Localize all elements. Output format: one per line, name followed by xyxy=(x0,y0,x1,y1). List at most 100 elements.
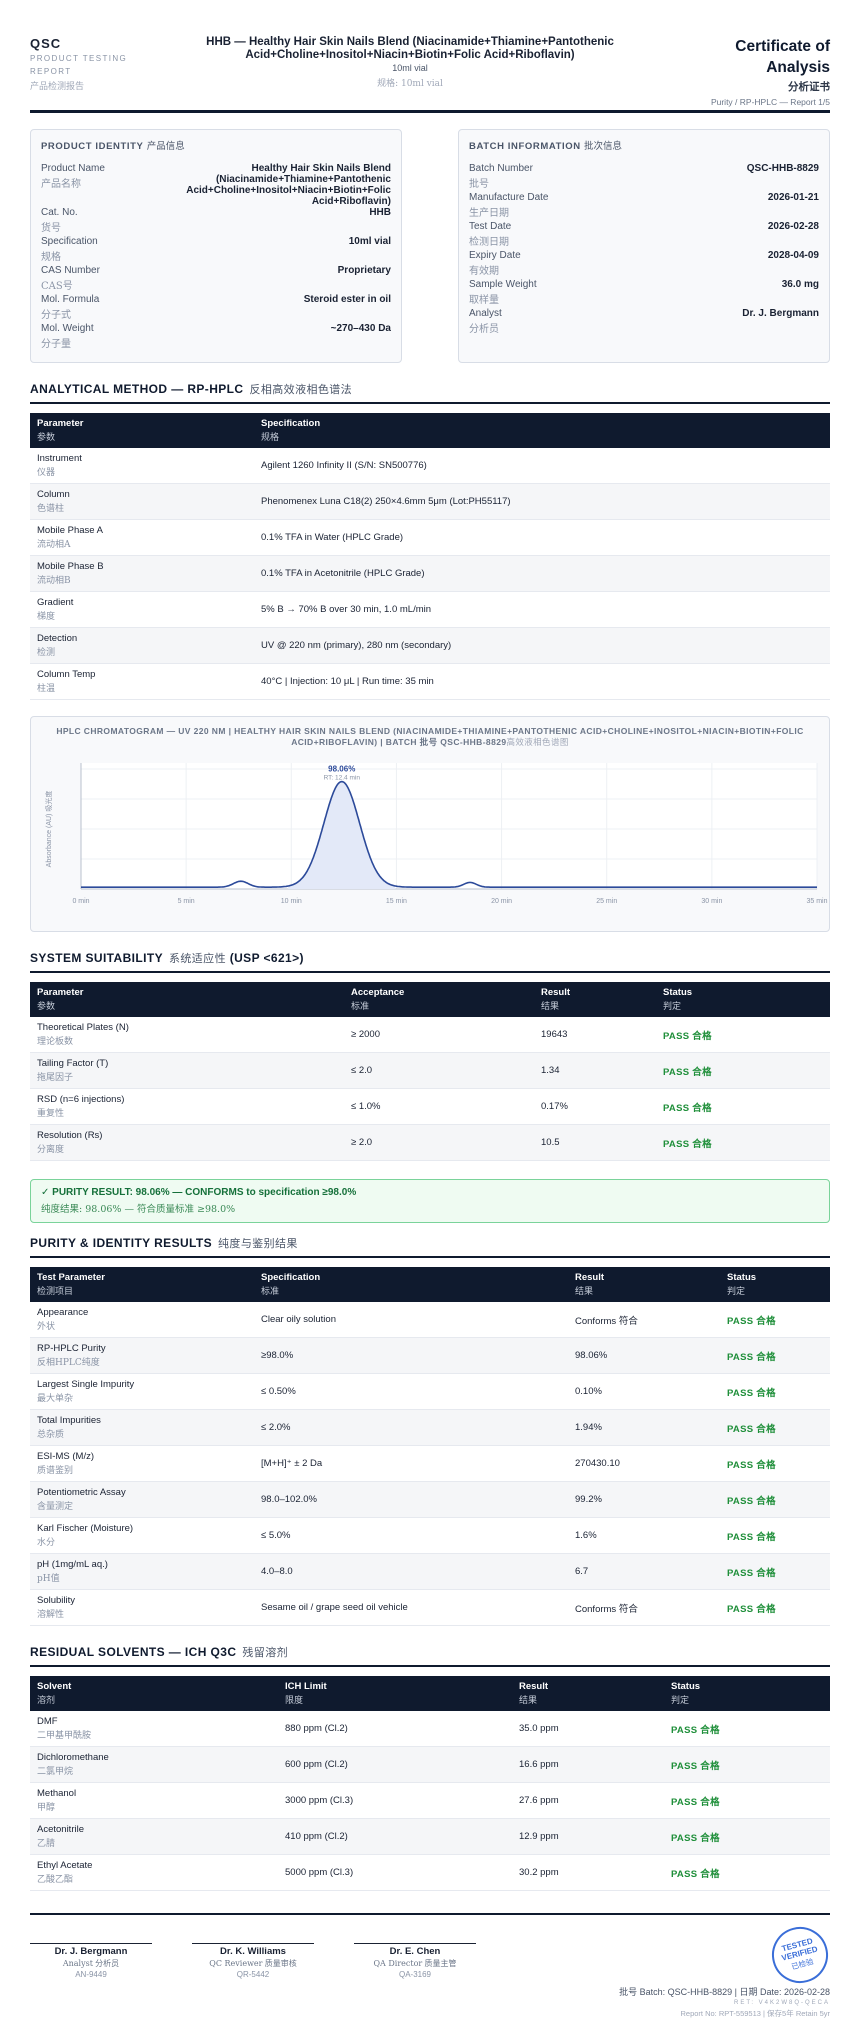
cell-parameter: Resolution (Rs) 分离度 xyxy=(30,1124,344,1161)
cell-parameter: Solubility 溶解性 xyxy=(30,1589,254,1626)
table-row: Mobile Phase A 流动相A 0.1% TFA in Water (HPL… xyxy=(30,519,830,556)
solvents-col-limit: ICH Limit 限度 xyxy=(278,1676,512,1711)
table-row: Tailing Factor (T) 拖尾因子 ≤ 2.0 1.34 PASS 合格 xyxy=(30,1052,830,1089)
info-label: Expiry Date 有效期 xyxy=(469,250,521,277)
chromatogram-plot: 0 min 5 min 10 min 15 min 20 min 25 min 30 min… xyxy=(44,763,828,905)
table-row: Column 色谱柱 Phenomenex Luna C18(2) 250×4.6m… xyxy=(30,483,830,520)
coa-title-2: Analysis xyxy=(766,59,830,76)
x-tick-label: 5 min xyxy=(178,898,195,905)
main-peak-area xyxy=(288,781,396,889)
cell-a: ≥ 2.0 xyxy=(344,1124,534,1161)
cell-r: Conforms 符合 xyxy=(568,1589,720,1626)
cell-sp: [M+H]⁺ ± 2 Da xyxy=(254,1445,568,1482)
table-row: Appearance 外状 Clear oily solution Conforms … xyxy=(30,1302,830,1338)
info-row: Mol. Weight 分子量 ~270–430 Da xyxy=(41,323,391,352)
coa-title-cn: 分析证书 xyxy=(788,81,830,93)
purity-result-text-cn: 纯度结果: 98.06% — 符合质量标准 ≥98.0% xyxy=(41,1204,236,1215)
cell-r: 16.6 ppm xyxy=(512,1746,664,1783)
suitability-col-result: Result 结果 xyxy=(534,982,656,1017)
product-identity-rows: Product Name 产品名称 Healthy Hair Skin Nails … xyxy=(41,163,391,352)
cell-r: 1.94% xyxy=(568,1409,720,1446)
info-row: Expiry Date 有效期 2028-04-09 xyxy=(469,250,819,279)
cell-r: 12.9 ppm xyxy=(512,1818,664,1855)
signature-name: Dr. J. Bergmann xyxy=(54,1946,128,1957)
table-row: Ethyl Acetate 乙酸乙酯 5000 ppm (Cl.3) 30.2 ppm… xyxy=(30,1854,830,1891)
cell-s: PASS 合格 xyxy=(720,1553,830,1590)
brand-subtitle-1: PRODUCT TESTING xyxy=(30,54,128,63)
brand-block: QSC PRODUCT TESTING REPORT 产品检测报告 xyxy=(30,36,150,92)
solvents-section-title: RESIDUAL SOLVENTS — ICH Q3C 残留溶剂 xyxy=(30,1644,830,1667)
cell-s: PASS 合格 xyxy=(720,1517,830,1554)
cell-parameter: Gradient 梯度 xyxy=(30,591,254,628)
x-tick-label: 35 min xyxy=(806,898,827,905)
table-row: Karl Fischer (Moisture) 水分 ≤ 5.0% 1.6% PASS … xyxy=(30,1517,830,1554)
batch-info-card: BATCH INFORMATION 批次信息 Batch Number 批号 QSC… xyxy=(458,129,830,363)
table-row: Mobile Phase B 流动相B 0.1% TFA in Acetonitri… xyxy=(30,555,830,592)
solvents-col-status: Status 判定 xyxy=(664,1676,830,1711)
table-row: Acetonitrile 乙腈 410 ppm (Cl.2) 12.9 ppm PASS… xyxy=(30,1818,830,1855)
cell-s: PASS 合格 xyxy=(656,1017,830,1053)
cell-sp: ≤ 0.50% xyxy=(254,1373,568,1410)
info-label: Mol. Formula 分子式 xyxy=(41,294,100,321)
method-col-specification: Specification 规格 xyxy=(254,413,830,448)
cell-parameter: pH (1mg/mL aq.) pH值 xyxy=(30,1553,254,1590)
cell-a: ≤ 1.0% xyxy=(344,1088,534,1125)
info-label: Sample Weight 取样量 xyxy=(469,279,537,306)
cell-r: 1.6% xyxy=(568,1517,720,1554)
cell-r: 6.7 xyxy=(568,1553,720,1590)
table-row: Instrument 仪器 Agilent 1260 Infinity II (S/… xyxy=(30,448,830,484)
solvents-col-result: Result 结果 xyxy=(512,1676,664,1711)
cell-r: 10.5 xyxy=(534,1124,656,1161)
y-axis-label: Absorbance (AU) 吸光度 xyxy=(44,791,53,868)
signature-name: Dr. E. Chen xyxy=(389,1946,441,1957)
info-value: QSC-HHB-8829 xyxy=(746,163,819,174)
cell-sp: Sesame oil / grape seed oil vehicle xyxy=(254,1589,568,1626)
report-header: QSC PRODUCT TESTING REPORT 产品检测报告 HHB — … xyxy=(30,36,830,107)
info-label: Batch Number 批号 xyxy=(469,163,533,190)
table-row: Solubility 溶解性 Sesame oil / grape seed oil… xyxy=(30,1589,830,1626)
table-row: RP-HPLC Purity 反相HPLC纯度 ≥98.0% 98.06% PASS 合… xyxy=(30,1337,830,1374)
purity-col-status: Status 判定 xyxy=(720,1267,830,1302)
cell-sp: Clear oily solution xyxy=(254,1302,568,1338)
coa-page: QSC PRODUCT TESTING REPORT 产品检测报告 HHB — … xyxy=(30,0,835,2025)
chromatogram-title: HPLC CHROMATOGRAM — UV 220 NM | HEALTHY … xyxy=(56,726,804,748)
cell-specification: 0.1% TFA in Water (HPLC Grade) xyxy=(254,519,830,556)
info-label: Test Date 检测日期 xyxy=(469,221,512,248)
cell-parameter: RP-HPLC Purity 反相HPLC纯度 xyxy=(30,1337,254,1374)
method-section-title: ANALYTICAL METHOD — RP-HPLC 反相高效液相色谱法 xyxy=(30,381,830,404)
info-value: 2028-04-09 xyxy=(767,250,819,261)
signature-name: Dr. K. Williams xyxy=(220,1946,286,1957)
info-row: Specification 规格 10ml vial xyxy=(41,236,391,265)
purity-col-test: Test Parameter 检测项目 xyxy=(30,1267,254,1302)
info-row: Manufacture Date 生产日期 2026-01-21 xyxy=(469,192,819,221)
info-label: Cat. No. 货号 xyxy=(41,207,78,234)
cell-s: PASS 合格 xyxy=(656,1124,830,1161)
table-row: Column Temp 柱温 40°C | Injection: 10 μL | R… xyxy=(30,663,830,700)
purity-section-title: PURITY & IDENTITY RESULTS 纯度与鉴别结果 xyxy=(30,1235,830,1258)
cell-parameter: Karl Fischer (Moisture) 水分 xyxy=(30,1517,254,1554)
product-identity-title: PRODUCT IDENTITY 产品信息 xyxy=(41,141,185,152)
cell-sp: 4.0–8.0 xyxy=(254,1553,568,1590)
purity-header-row: Test Parameter 检测项目 Specification 标准 Resul… xyxy=(30,1267,830,1302)
coa-title-block: Certificate of Analysis 分析证书 Purity / RP… xyxy=(670,36,830,107)
table-row: Detection 检测 UV @ 220 nm (primary), 280 nm… xyxy=(30,627,830,664)
table-row: Dichloromethane 二氯甲烷 600 ppm (Cl.2) 16.6 pp… xyxy=(30,1746,830,1783)
cell-r: 19643 xyxy=(534,1017,656,1053)
cell-specification: Agilent 1260 Infinity II (S/N: SN500776) xyxy=(254,448,830,484)
info-row: CAS Number CAS号 Proprietary xyxy=(41,265,391,294)
cell-parameter: Dichloromethane 二氯甲烷 xyxy=(30,1746,278,1783)
product-header: HHB — Healthy Hair Skin Nails Blend (Nia… xyxy=(200,36,620,89)
cell-parameter: Mobile Phase A 流动相A xyxy=(30,519,254,556)
info-label: Mol. Weight 分子量 xyxy=(41,323,94,350)
solvents-col-solvent: Solvent 溶剂 xyxy=(30,1676,278,1711)
solvents-table: Solvent 溶剂 ICH Limit 限度 Result 结果 Status 判定 … xyxy=(30,1676,830,1891)
info-row: Batch Number 批号 QSC-HHB-8829 xyxy=(469,163,819,192)
signature-role: QC Reviewer 质量审核 xyxy=(209,1959,297,1968)
info-row: Cat. No. 货号 HHB xyxy=(41,207,391,236)
cell-parameter: Column Temp 柱温 xyxy=(30,663,254,700)
purity-result-banner: ✓ PURITY RESULT: 98.06% — CONFORMS to sp… xyxy=(30,1179,830,1223)
brand-logo: QSC xyxy=(30,36,62,51)
batch-info-rows: Batch Number 批号 QSC-HHB-8829 Manufacture Da… xyxy=(469,163,819,337)
cell-parameter: Instrument 仪器 xyxy=(30,448,254,484)
table-row: Total Impurities 总杂质 ≤ 2.0% 1.94% PASS 合格 xyxy=(30,1409,830,1446)
